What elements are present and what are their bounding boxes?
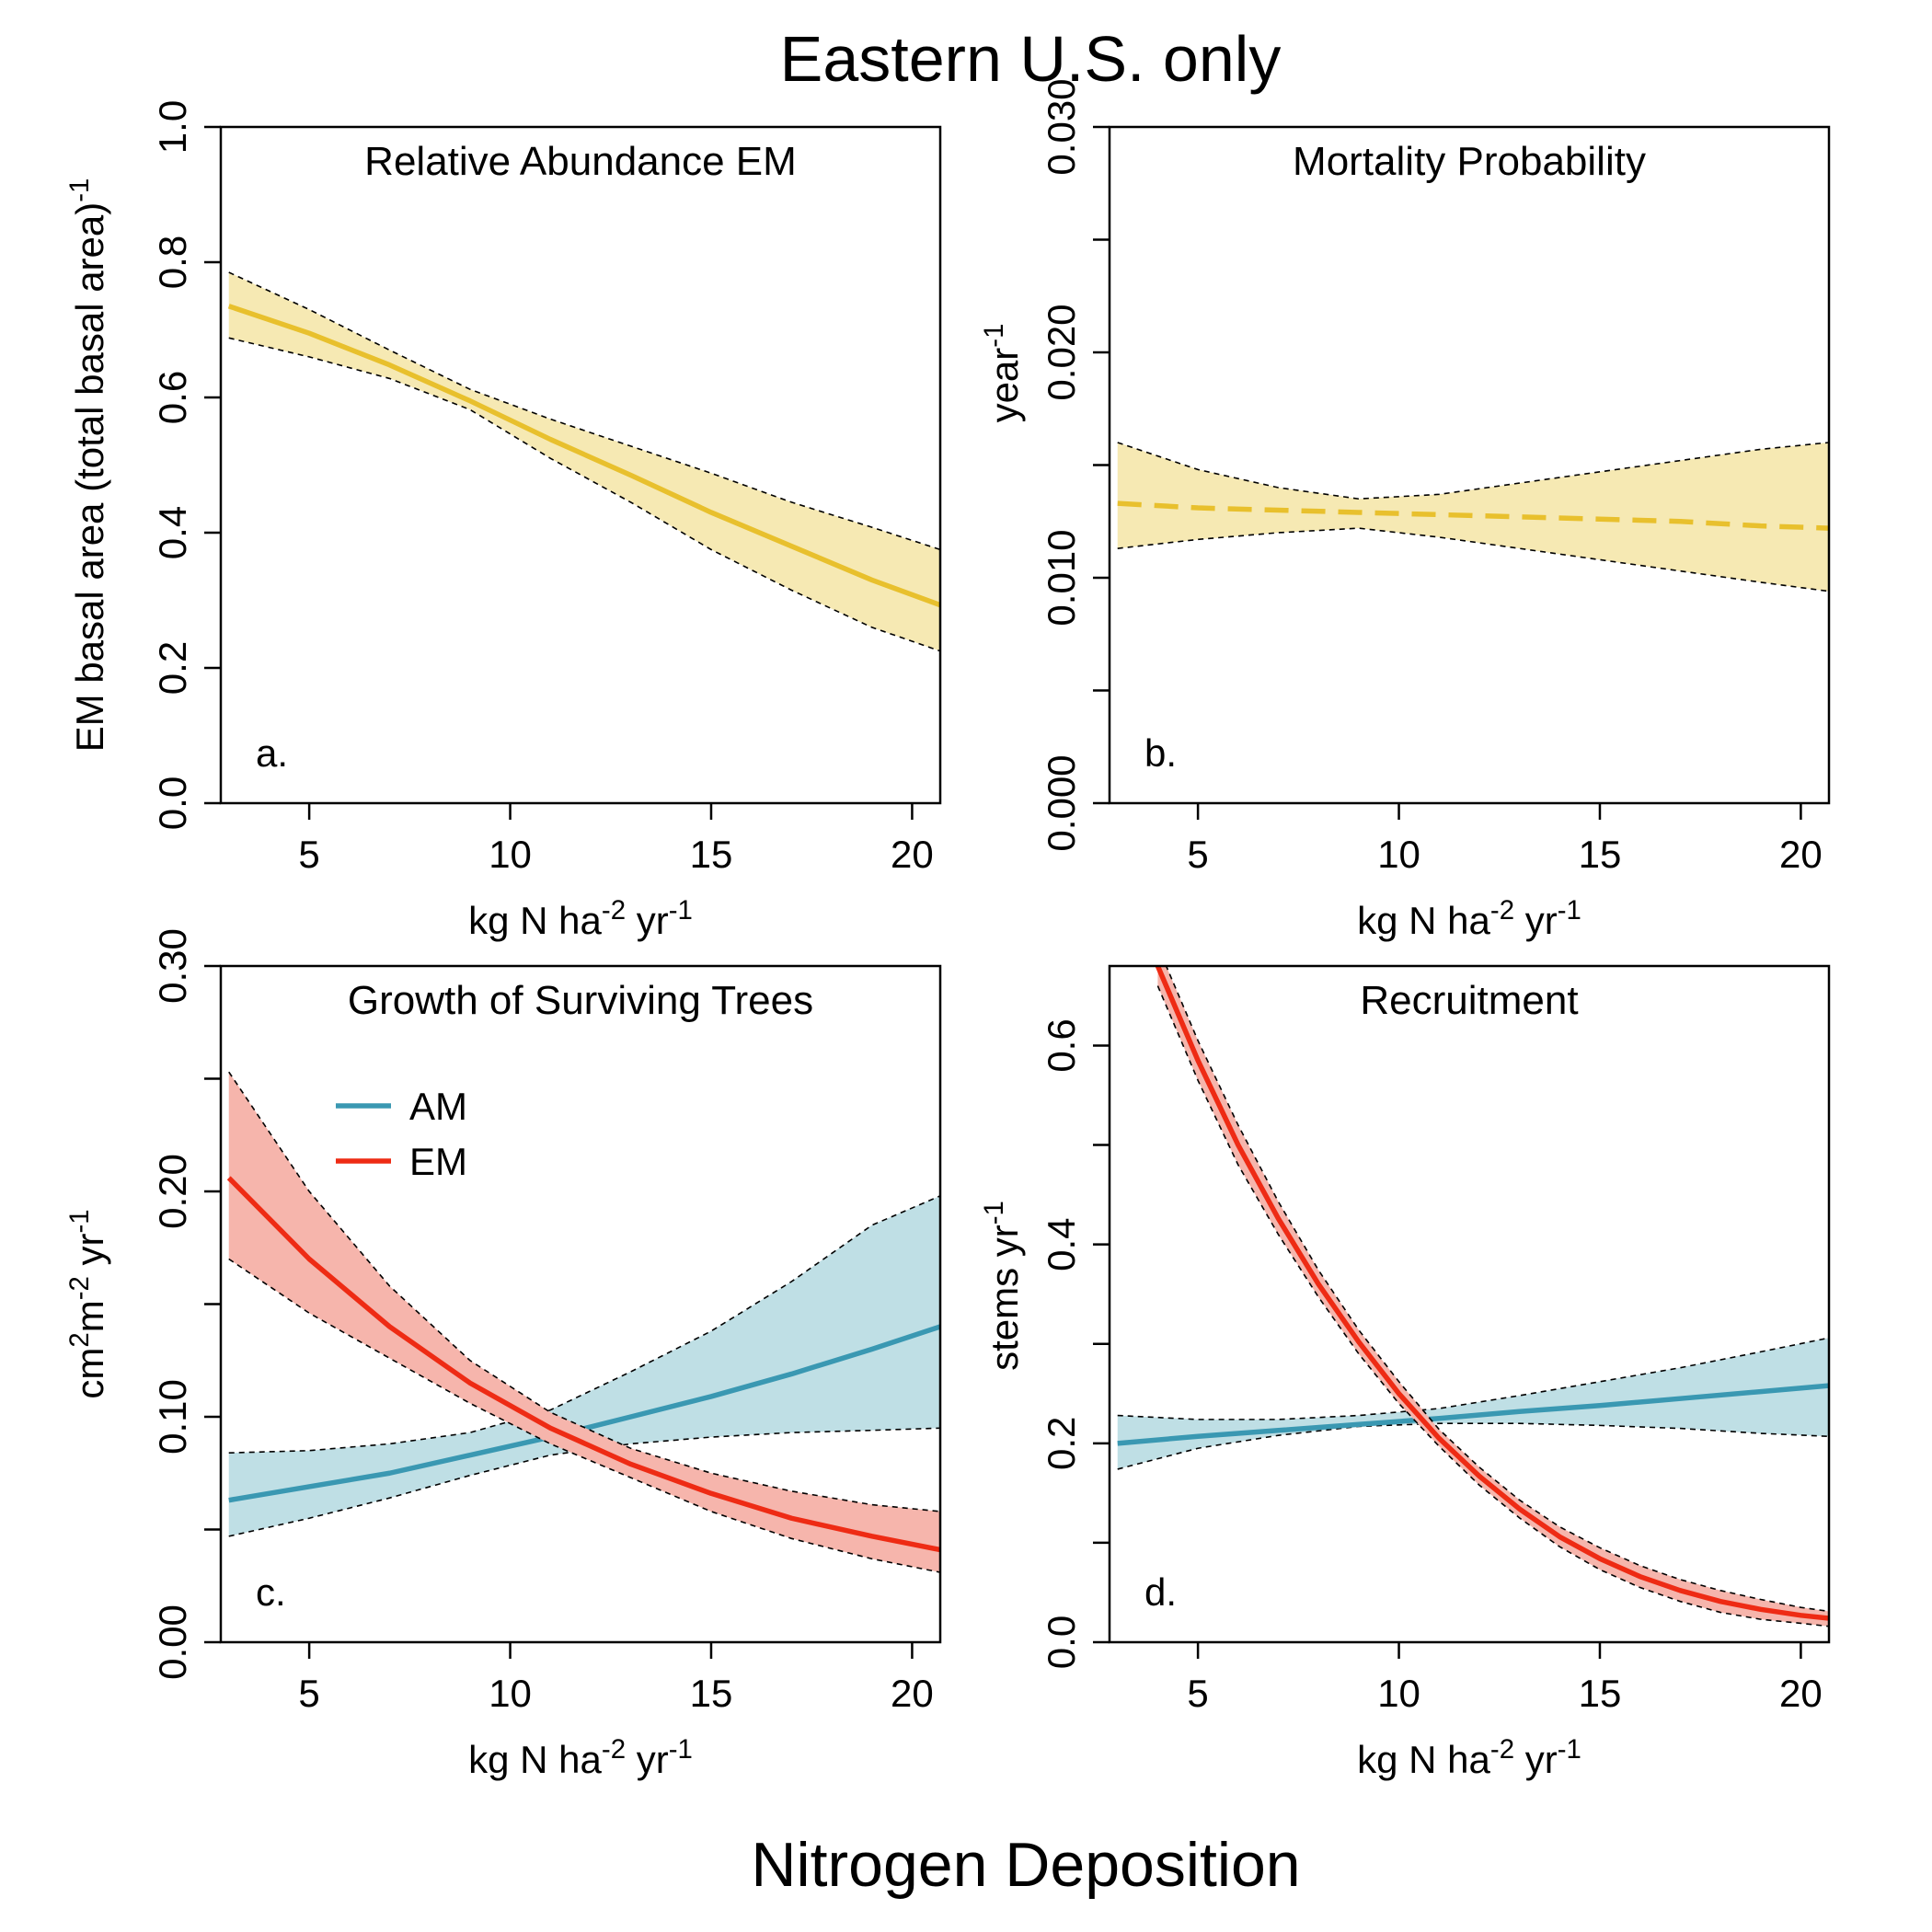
plot-frame-d <box>1108 964 1831 1644</box>
panels: 5 10 15 20 0.0 0.2 0.4 0.6 0.8 1.0 Relative Abunda… <box>64 78 1831 1782</box>
y-axis-label-d: stems yr-1 <box>979 1201 1027 1371</box>
panel-a: 5 10 15 20 0.0 0.2 0.4 0.6 0.8 1.0 Relative Abunda… <box>64 100 942 943</box>
x-tick-label-c: 5 <box>298 1672 319 1715</box>
x-axis-label-a: kg N ha-2 yr-1 <box>468 895 693 943</box>
y-tick-label-b: 0.020 <box>1040 304 1083 400</box>
x-tick-label-a: 20 <box>891 833 934 876</box>
y-tick-label-d: 0.0 <box>1040 1616 1083 1669</box>
legend-label-em: EM <box>409 1140 467 1183</box>
legend-c: AM EM <box>336 1085 467 1183</box>
y-tick-label-a: 0.2 <box>151 641 194 695</box>
y-tick-label-b: 0.010 <box>1040 529 1083 626</box>
x-tick-label-b: 5 <box>1187 833 1208 876</box>
panel-title-a: Relative Abundance EM <box>364 139 797 184</box>
mean-line-em-c <box>226 1176 940 1553</box>
x-tick-label-b: 20 <box>1779 833 1823 876</box>
x-axis-label-b: kg N ha-2 yr-1 <box>1357 895 1581 943</box>
x-axis-label-d: kg N ha-2 yr-1 <box>1357 1734 1581 1782</box>
outer-x-label: Nitrogen Deposition <box>751 1830 1300 1900</box>
y-tick-label-a: 0.4 <box>151 506 194 559</box>
y-tick-label-c: 0.20 <box>151 1154 194 1229</box>
plot-area-c <box>226 1071 940 1573</box>
y-tick-label-a: 0.6 <box>151 371 194 424</box>
panel-title-c: Growth of Surviving Trees <box>348 978 813 1023</box>
x-tick-label-a: 5 <box>298 833 319 876</box>
x-tick-label-c: 20 <box>891 1672 934 1715</box>
x-tick-label-a: 15 <box>690 833 733 876</box>
ci-band-em-c <box>228 1072 940 1573</box>
ci-upper-am-d <box>1117 1337 1829 1420</box>
y-tick-label-d: 0.4 <box>1040 1217 1083 1271</box>
x-tick-label-d: 10 <box>1377 1672 1420 1715</box>
ci-upper-em-c <box>228 1071 940 1512</box>
x-tick-label-d: 15 <box>1579 1672 1622 1715</box>
mean-line-series-a <box>227 304 940 608</box>
panel-letter-a: a. <box>256 731 288 775</box>
x-tick-label-d: 5 <box>1187 1672 1208 1715</box>
ci-upper-series-a <box>228 271 940 551</box>
plot-frame-a <box>219 125 942 805</box>
legend-label-am: AM <box>409 1085 467 1128</box>
x-tick-label-c: 10 <box>489 1672 532 1715</box>
x-tick-label-c: 15 <box>690 1672 733 1715</box>
ci-upper-am-c <box>228 1195 940 1454</box>
panel-letter-c: c. <box>256 1570 286 1614</box>
mean-line-am-d <box>1117 1383 1829 1446</box>
ci-band-am-c <box>228 1195 940 1536</box>
y-tick-label-d: 0.6 <box>1040 1018 1083 1072</box>
plot-area-b <box>1117 442 1829 592</box>
plot-area-d <box>1117 966 1829 1627</box>
y-tick-label-b: 0.030 <box>1040 78 1083 175</box>
y-axis-label-a: EM basal area (total basal area)-1 <box>64 178 112 753</box>
y-tick-label-d: 0.2 <box>1040 1417 1083 1470</box>
x-tick-label-d: 20 <box>1779 1672 1823 1715</box>
figure-title: Eastern U.S. only <box>780 23 1282 95</box>
y-tick-label-b: 0.000 <box>1040 754 1083 851</box>
panel-c: 5 10 15 20 0.00 0.10 0.20 0.30 Growth of Survivi… <box>64 928 942 1782</box>
ci-lower-am-d <box>1117 1422 1829 1470</box>
ci-lower-em-c <box>228 1258 940 1573</box>
x-tick-label-b: 10 <box>1377 833 1420 876</box>
panel-title-d: Recruitment <box>1360 978 1578 1023</box>
ci-lower-am-c <box>228 1427 940 1537</box>
y-tick-label-c: 0.00 <box>151 1604 194 1680</box>
ci-upper-series-b <box>1117 442 1829 500</box>
y-axis-label-b: year-1 <box>979 324 1027 423</box>
ci-upper-em-d <box>1165 966 1829 1613</box>
ci-band-series-a <box>228 272 940 651</box>
ci-lower-series-a <box>228 337 940 652</box>
y-tick-label-a: 0.8 <box>151 236 194 289</box>
panel-title-b: Mortality Probability <box>1293 139 1646 184</box>
ci-band-series-b <box>1117 443 1829 592</box>
x-axis-label-c: kg N ha-2 yr-1 <box>468 1734 693 1782</box>
y-tick-label-c: 0.10 <box>151 1379 194 1455</box>
plot-area-a <box>227 271 940 652</box>
panel-letter-b: b. <box>1144 731 1177 775</box>
panel-d: 5 10 15 20 0.0 0.2 0.4 0.6 Recruitment d. kg N ha-… <box>979 964 1831 1782</box>
mean-line-am-c <box>228 1324 940 1503</box>
mean-line-series-b <box>1117 500 1829 531</box>
panel-letter-d: d. <box>1144 1570 1177 1614</box>
mean-line-em-d <box>1155 966 1829 1621</box>
ci-band-em-d <box>1157 966 1829 1627</box>
x-tick-label-a: 10 <box>489 833 532 876</box>
y-tick-label-a: 1.0 <box>151 100 194 154</box>
x-tick-label-b: 15 <box>1579 833 1622 876</box>
panel-b: 5 10 15 20 0.000 0.010 0.020 0.030 Mortality Pro… <box>979 78 1831 943</box>
y-axis-label-c: cm2m-2 yr-1 <box>64 1209 112 1398</box>
y-tick-label-c: 0.30 <box>151 928 194 1004</box>
y-tick-label-a: 0.0 <box>151 776 194 830</box>
ci-lower-em-d <box>1156 985 1829 1627</box>
